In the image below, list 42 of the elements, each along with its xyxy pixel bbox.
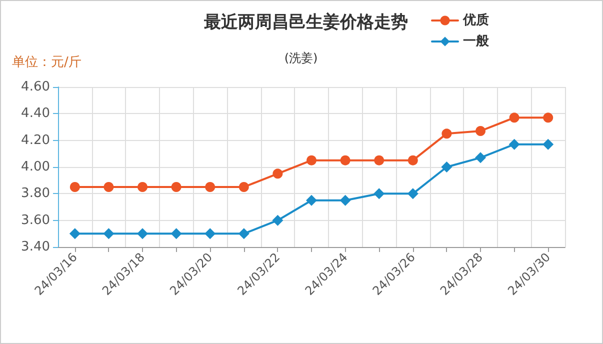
point xyxy=(104,182,114,192)
point xyxy=(69,228,80,240)
point xyxy=(306,194,317,206)
point xyxy=(70,182,80,192)
point xyxy=(205,182,216,192)
y-tick-label: 4.40 xyxy=(21,106,50,122)
y-tick-label: 3.80 xyxy=(21,186,50,202)
chart-subtitle: (洗姜) xyxy=(284,51,318,65)
y-axis-title: 单位：元/斤 xyxy=(12,55,82,70)
point xyxy=(340,155,350,166)
point xyxy=(204,228,216,240)
point xyxy=(238,228,250,240)
point xyxy=(509,112,520,123)
point xyxy=(171,182,182,192)
legend-label: 一般 xyxy=(463,34,490,49)
point xyxy=(508,138,520,150)
point xyxy=(238,182,249,192)
point xyxy=(170,228,182,240)
point xyxy=(408,155,418,166)
y-tick-label: 4.00 xyxy=(21,160,50,174)
point xyxy=(476,126,486,136)
point xyxy=(374,155,384,166)
y-tick-label: 4.20 xyxy=(21,132,50,148)
point xyxy=(272,214,284,226)
y-tick-label: 3.40 xyxy=(21,240,50,254)
point xyxy=(138,182,148,192)
point xyxy=(442,128,452,139)
point xyxy=(340,194,351,206)
legend-label: 优质 xyxy=(462,12,489,28)
chart-title: 最近两周昌邑生姜价格走势 xyxy=(203,12,408,32)
point xyxy=(407,188,418,200)
point xyxy=(543,112,554,123)
point xyxy=(272,168,283,179)
point xyxy=(103,228,114,240)
y-tick-label: 4.60 xyxy=(21,80,50,94)
y-tick-label: 3.60 xyxy=(21,212,50,228)
point xyxy=(137,228,148,240)
point xyxy=(306,155,316,166)
point xyxy=(475,152,486,164)
point xyxy=(441,162,452,172)
point xyxy=(374,188,385,200)
point xyxy=(542,138,554,150)
